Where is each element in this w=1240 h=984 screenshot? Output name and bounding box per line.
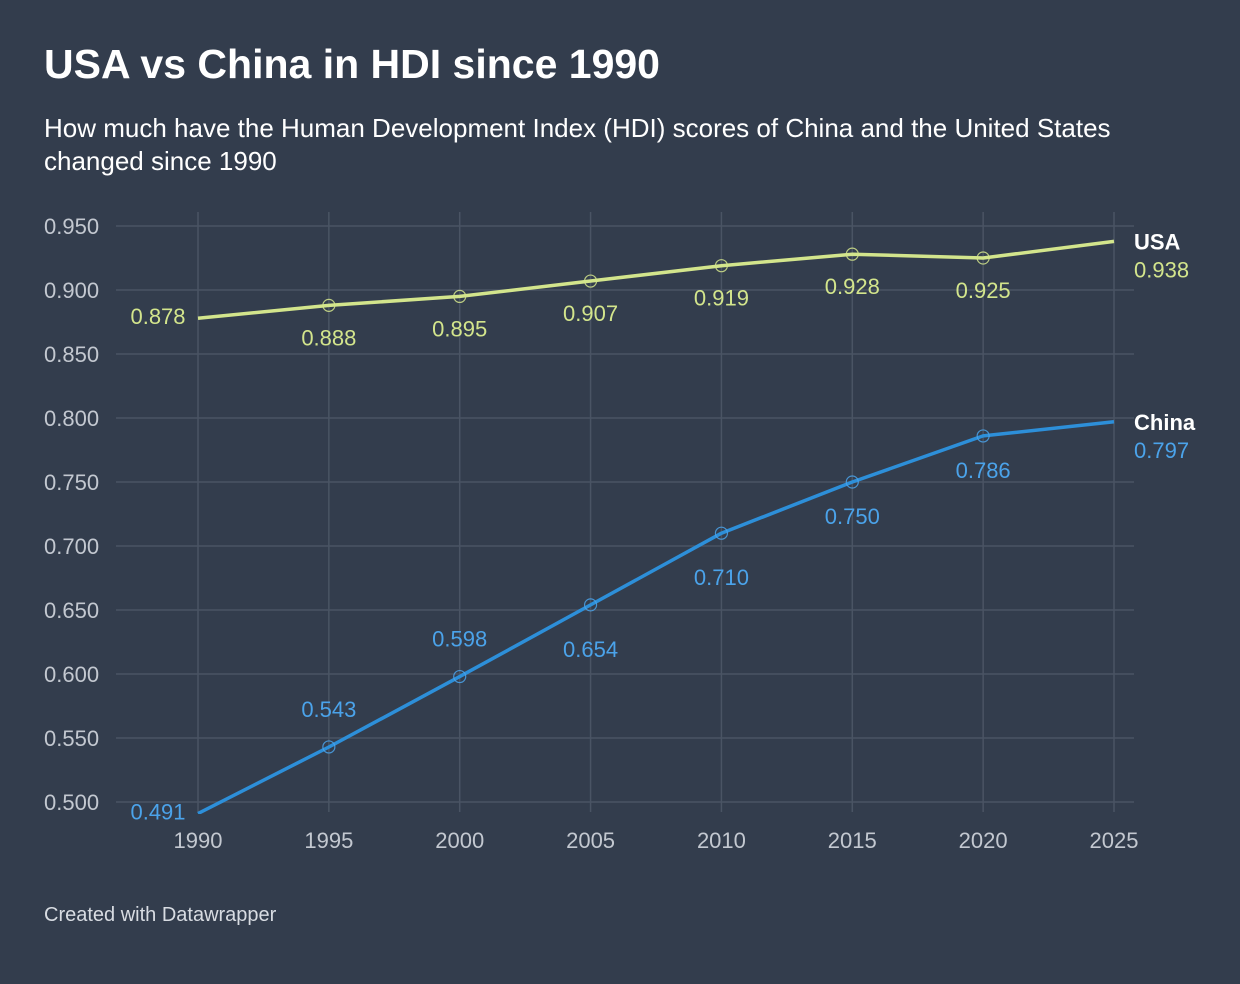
x-tick-label: 1990 xyxy=(174,828,223,853)
data-point-china xyxy=(453,669,467,684)
y-gridlines xyxy=(116,225,1134,803)
y-tick-label: 0.950 xyxy=(44,214,99,239)
data-point-china xyxy=(583,598,598,612)
value-label-china: 0.598 xyxy=(432,627,487,652)
series-line-usa xyxy=(197,239,1115,320)
data-point-china xyxy=(714,526,729,540)
y-tick-label: 0.550 xyxy=(44,726,99,751)
value-label-usa: 0.895 xyxy=(432,316,487,341)
y-tick-label: 0.500 xyxy=(44,790,99,815)
value-label-usa: 0.878 xyxy=(130,304,185,329)
x-tick-label: 2010 xyxy=(697,828,746,853)
series-points xyxy=(322,247,990,754)
y-tick-label: 0.700 xyxy=(44,534,99,559)
data-point-china xyxy=(976,429,990,443)
chart-subtitle: How much have the Human Development Inde… xyxy=(44,113,1111,176)
value-label-china: 0.491 xyxy=(130,800,185,825)
value-label-china: 0.750 xyxy=(825,504,880,529)
y-tick-label: 0.900 xyxy=(44,278,99,303)
data-point-usa xyxy=(845,247,859,261)
x-tick-label: 2025 xyxy=(1090,828,1139,853)
x-tick-label: 2000 xyxy=(435,828,484,853)
y-tick-label: 0.650 xyxy=(44,598,99,623)
series-names: USA 0.938 China 0.797 xyxy=(1134,229,1196,462)
y-tick-label: 0.750 xyxy=(44,470,99,495)
value-label-usa: 0.919 xyxy=(694,286,749,311)
y-tick-label: 0.800 xyxy=(44,406,99,431)
series-lines xyxy=(197,239,1115,814)
data-point-china xyxy=(845,475,859,489)
value-label-china: 0.786 xyxy=(956,458,1011,483)
y-tick-label: 0.850 xyxy=(44,342,99,367)
x-tick-label: 2005 xyxy=(566,828,615,853)
x-tick-label: 2015 xyxy=(828,828,877,853)
value-label-last-china: 0.797 xyxy=(1134,438,1189,463)
x-tick-label: 2020 xyxy=(959,828,1008,853)
data-point-usa xyxy=(453,289,467,303)
value-label-usa: 0.907 xyxy=(563,301,618,326)
y-tick-label: 0.600 xyxy=(44,662,99,687)
x-tick-label: 1995 xyxy=(304,828,353,853)
data-point-usa xyxy=(583,274,598,288)
footer-credit: Created with Datawrapper xyxy=(44,904,277,926)
value-label-china: 0.543 xyxy=(301,697,356,722)
x-gridlines xyxy=(197,212,1115,812)
chart-title: USA vs China in HDI since 1990 xyxy=(44,41,660,87)
data-point-usa xyxy=(714,259,729,273)
value-label-china: 0.654 xyxy=(563,637,618,662)
series-line-china xyxy=(197,420,1115,814)
series-name-usa: USA xyxy=(1134,229,1181,254)
value-label-usa: 0.928 xyxy=(825,274,880,299)
value-label-last-usa: 0.938 xyxy=(1134,257,1189,282)
data-point-usa xyxy=(976,251,990,265)
x-axis-ticks: 1990 1995 2000 2005 2010 2015 2020 2025 xyxy=(174,828,1139,853)
series-value-labels: 0.878 0.888 0.895 0.907 0.919 0.928 0.925 0.491… xyxy=(130,274,1010,824)
data-point-usa xyxy=(322,298,336,312)
data-point-china xyxy=(322,740,336,754)
value-label-usa: 0.888 xyxy=(301,325,356,350)
y-axis-ticks: 0.950 0.900 0.850 0.800 0.750 0.700 0.650 0.600… xyxy=(44,214,99,815)
series-name-china: China xyxy=(1134,410,1196,435)
value-label-china: 0.710 xyxy=(694,565,749,590)
value-label-usa: 0.925 xyxy=(956,278,1011,303)
